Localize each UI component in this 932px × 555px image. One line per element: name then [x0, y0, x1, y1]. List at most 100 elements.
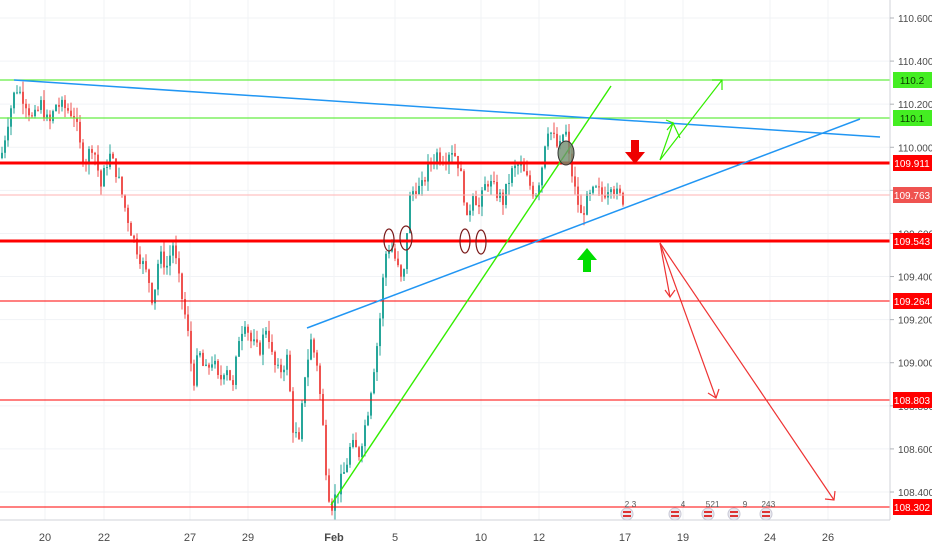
price-level-label: 109.264 — [894, 297, 931, 308]
candle-down — [613, 189, 615, 194]
candle-down — [496, 181, 498, 198]
candle-up — [103, 167, 105, 187]
candle-down — [79, 121, 81, 143]
time-tick-label: 10 — [475, 532, 487, 544]
candle-up — [340, 473, 342, 495]
candle-down — [193, 363, 195, 386]
green-level-tag — [893, 72, 932, 88]
price-tick-label: 109.000 — [898, 359, 932, 370]
candle-up — [118, 176, 120, 178]
candle-up — [361, 446, 363, 458]
candle-down — [460, 168, 462, 172]
candle-up — [46, 114, 48, 119]
candle-up — [205, 364, 207, 366]
event-marker-label: 3 — [632, 500, 637, 509]
candle-up — [295, 432, 297, 434]
candle-up — [235, 356, 237, 385]
candle-down — [64, 99, 66, 109]
candle-up — [196, 355, 198, 386]
candle-up — [286, 354, 288, 370]
candle-up — [586, 193, 588, 215]
time-tick-label: 27 — [184, 532, 196, 544]
flag-stripe — [730, 515, 738, 517]
candle-up — [34, 109, 36, 117]
red-arrowhead-c — [824, 490, 836, 501]
flag-stripe — [762, 511, 770, 513]
candle-down — [454, 152, 456, 157]
event-marker-label: 2 — [625, 500, 630, 509]
candle-up — [16, 92, 18, 94]
candle-up — [226, 370, 228, 376]
event-markers: 2 3 4 5 21 9 24 3 — [620, 500, 776, 521]
candle-up — [541, 167, 543, 186]
candle-up — [505, 183, 507, 205]
candle-down — [124, 194, 126, 208]
candle-down — [556, 133, 558, 147]
candle-up — [253, 339, 255, 342]
time-axis: 20 22 27 29 Feb 5 10 12 17 19 24 26 — [39, 532, 834, 544]
price-level-label: 109.543 — [894, 237, 931, 248]
candle-up — [592, 186, 594, 193]
candle-down — [31, 115, 33, 117]
drawings — [13, 79, 881, 506]
flag-stripe — [623, 511, 631, 513]
candle-down — [151, 282, 153, 304]
resistance-trendline — [13, 79, 881, 138]
candle-up — [481, 190, 483, 207]
pattern-highlight-ellipse — [383, 228, 395, 252]
candle-down — [184, 298, 186, 315]
us-flag-icon — [668, 507, 682, 521]
candle-up — [1, 152, 3, 159]
candle-up — [334, 494, 336, 511]
us-flag-icon — [727, 507, 741, 521]
candle-down — [181, 273, 183, 299]
candle-down — [358, 447, 360, 458]
candle-down — [136, 238, 138, 255]
pattern-highlight-ellipse — [475, 229, 487, 255]
green-arrowhead-2 — [665, 119, 674, 131]
candle-up — [238, 341, 240, 357]
price-tick-label: 108.600 — [898, 445, 932, 456]
price-tick-label: 110.200 — [898, 100, 932, 111]
candle-up — [406, 233, 408, 270]
pivot-highlight-circle — [557, 140, 575, 166]
event-marker-label: 24 — [762, 500, 771, 509]
support-trendline — [306, 118, 861, 329]
candle-up — [370, 393, 372, 416]
horizontal-levels: 110.2 110.1 — [0, 72, 932, 508]
green-level-tag — [893, 110, 932, 126]
event-marker-label: 21 — [711, 500, 720, 509]
candle-up — [157, 263, 159, 290]
pattern-highlight-ellipse — [399, 225, 413, 251]
candle-up — [469, 210, 471, 216]
candle-up — [301, 403, 303, 440]
candle-up — [559, 141, 561, 147]
candle-up — [547, 133, 549, 147]
candle-down — [424, 180, 426, 182]
flag-stripe — [762, 515, 770, 517]
candle-down — [22, 91, 24, 104]
flag-stripe — [704, 515, 712, 517]
candle-down — [145, 261, 147, 270]
candle-up — [616, 188, 618, 194]
flag-stripe — [704, 511, 712, 513]
candle-down — [28, 108, 30, 116]
candle-down — [331, 501, 333, 511]
candle-up — [514, 165, 516, 169]
candle-up — [511, 168, 513, 183]
time-tick-label: 20 — [39, 532, 51, 544]
candle-down — [622, 192, 624, 205]
price-tick-label: 110.000 — [898, 143, 932, 154]
price-level-tag — [893, 392, 932, 408]
price-level-label: 109.763 — [894, 191, 931, 202]
candle-up — [13, 92, 15, 109]
candle-up — [265, 330, 267, 335]
candle-down — [259, 342, 261, 355]
event-marker-label: 5 — [706, 500, 711, 509]
candle-up — [343, 472, 345, 474]
candle-down — [163, 251, 165, 268]
candle-up — [589, 192, 591, 194]
time-tick-label: 5 — [392, 532, 398, 544]
